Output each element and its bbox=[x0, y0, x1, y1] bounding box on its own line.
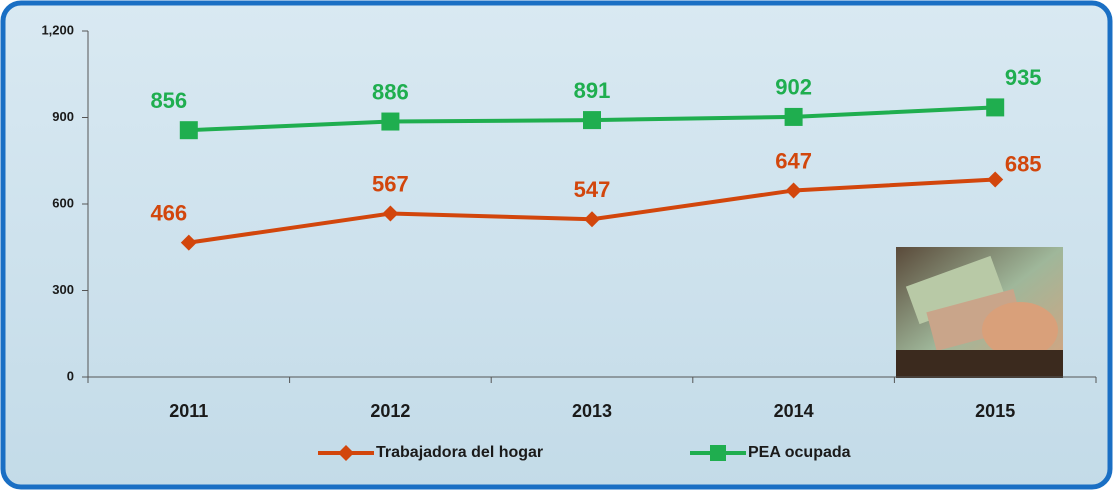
x-tick-label: 2011 bbox=[169, 401, 208, 421]
marker bbox=[180, 121, 198, 139]
value-label: 856 bbox=[150, 88, 187, 113]
value-label: 567 bbox=[372, 171, 409, 196]
value-label: 891 bbox=[574, 78, 611, 103]
value-label: 935 bbox=[1005, 65, 1042, 90]
value-label: 886 bbox=[372, 79, 409, 104]
marker bbox=[381, 113, 399, 131]
marker bbox=[785, 108, 803, 126]
y-tick-label: 1,200 bbox=[41, 22, 74, 37]
y-tick-label: 600 bbox=[52, 195, 74, 210]
value-label: 647 bbox=[775, 148, 812, 173]
y-tick-label: 300 bbox=[52, 282, 74, 297]
y-tick-label: 900 bbox=[52, 109, 74, 124]
x-tick-label: 2015 bbox=[975, 401, 1015, 421]
chart: 0 300 600 900 1,200 2011 2012 2013 2014 2015 466 56… bbox=[0, 0, 1113, 490]
marker bbox=[986, 98, 1004, 116]
value-label: 547 bbox=[574, 177, 611, 202]
x-tick-label: 2014 bbox=[774, 401, 814, 421]
legend-label: Trabajadora del hogar bbox=[376, 444, 543, 461]
value-label: 466 bbox=[150, 200, 187, 225]
legend-marker bbox=[710, 445, 726, 461]
legend-label: PEA ocupada bbox=[748, 444, 851, 461]
x-tick-label: 2012 bbox=[370, 401, 410, 421]
y-tick-label: 0 bbox=[67, 368, 74, 383]
photo bbox=[896, 247, 1063, 378]
x-tick-label: 2013 bbox=[572, 401, 612, 421]
value-label: 685 bbox=[1005, 151, 1042, 176]
marker bbox=[583, 111, 601, 129]
value-label: 902 bbox=[775, 75, 812, 100]
